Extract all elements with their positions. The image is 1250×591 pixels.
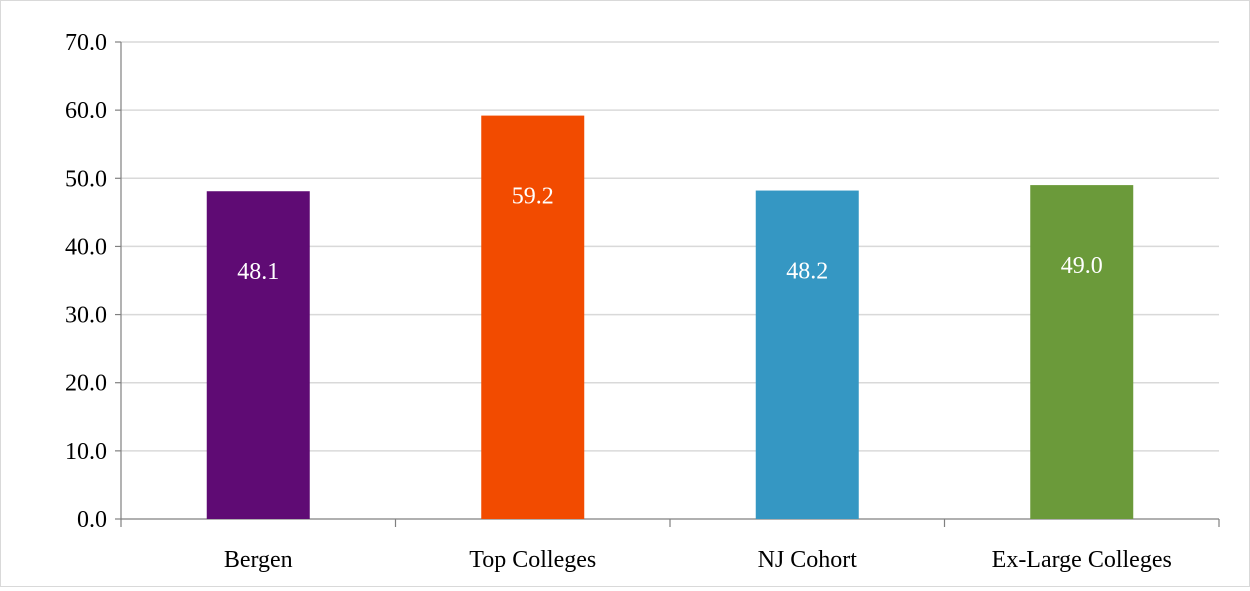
x-category-label: Top Colleges <box>469 547 596 573</box>
data-label: 49.0 <box>1061 253 1103 279</box>
y-tick-label: 10.0 <box>65 439 107 465</box>
x-category-label: Ex-Large Colleges <box>992 547 1172 573</box>
x-axis: Bergen Top Colleges NJ Cohort Ex-Large Coll… <box>120 518 1220 573</box>
y-tick-label: 30.0 <box>65 303 107 329</box>
x-category-label: Bergen <box>224 547 293 573</box>
data-label: 59.2 <box>512 184 554 210</box>
bars <box>206 115 1134 520</box>
y-tick-label: 0.0 <box>77 507 107 533</box>
y-tick-label: 20.0 <box>65 371 107 397</box>
y-tick-label: 50.0 <box>65 166 107 192</box>
bar-ex-large-colleges <box>1030 185 1134 519</box>
bar-nj-cohort <box>755 190 859 519</box>
y-tick-label: 70.0 <box>65 30 107 56</box>
y-axis: 0.0 10.0 20.0 30.0 40.0 50.0 60.0 70.0 <box>65 30 122 533</box>
data-labels: 48.1 59.2 48.2 49.0 <box>237 184 1103 286</box>
y-tick-label: 60.0 <box>65 98 107 124</box>
x-category-label: NJ Cohort <box>758 547 858 573</box>
y-tick-label: 40.0 <box>65 234 107 260</box>
bar-top-colleges <box>481 115 585 519</box>
data-label: 48.2 <box>786 259 828 285</box>
bar-bergen <box>206 191 310 520</box>
data-label: 48.1 <box>237 259 279 285</box>
